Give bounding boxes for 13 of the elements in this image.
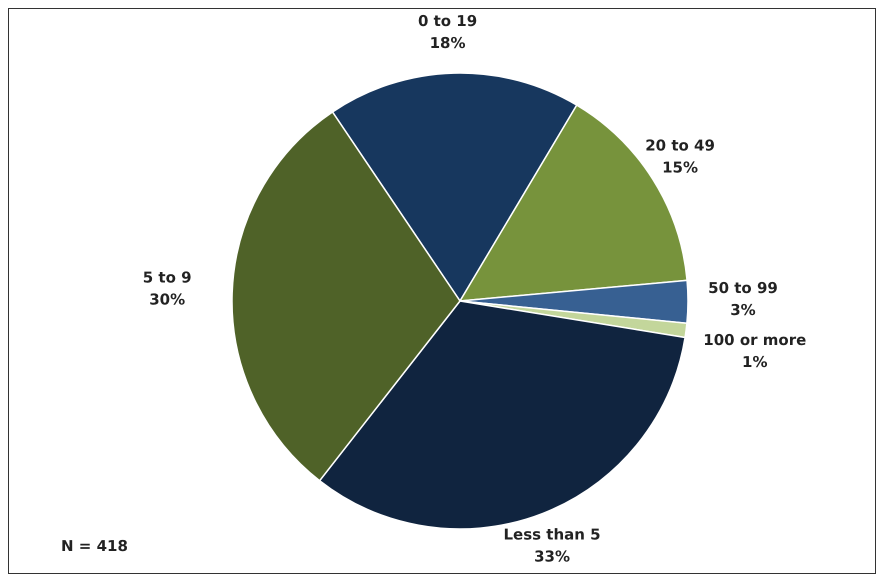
data-label: 30%	[149, 290, 186, 309]
text: N = 418	[61, 537, 128, 555]
slice-label: 0 to 19	[418, 12, 478, 30]
slice-label: 20 to 49	[645, 136, 715, 154]
data-label: 1%	[742, 352, 768, 371]
data-label: 15%	[662, 158, 698, 176]
data-label: 33%	[534, 548, 570, 566]
slice-label: 5 to 9	[142, 268, 192, 287]
slice-label: 50 to 99	[708, 278, 778, 297]
data-label: 18%	[430, 34, 466, 52]
slice-label: 100 or more	[703, 330, 806, 349]
data-label: 3%	[730, 300, 756, 319]
slice-label: Less than 5	[503, 526, 601, 544]
